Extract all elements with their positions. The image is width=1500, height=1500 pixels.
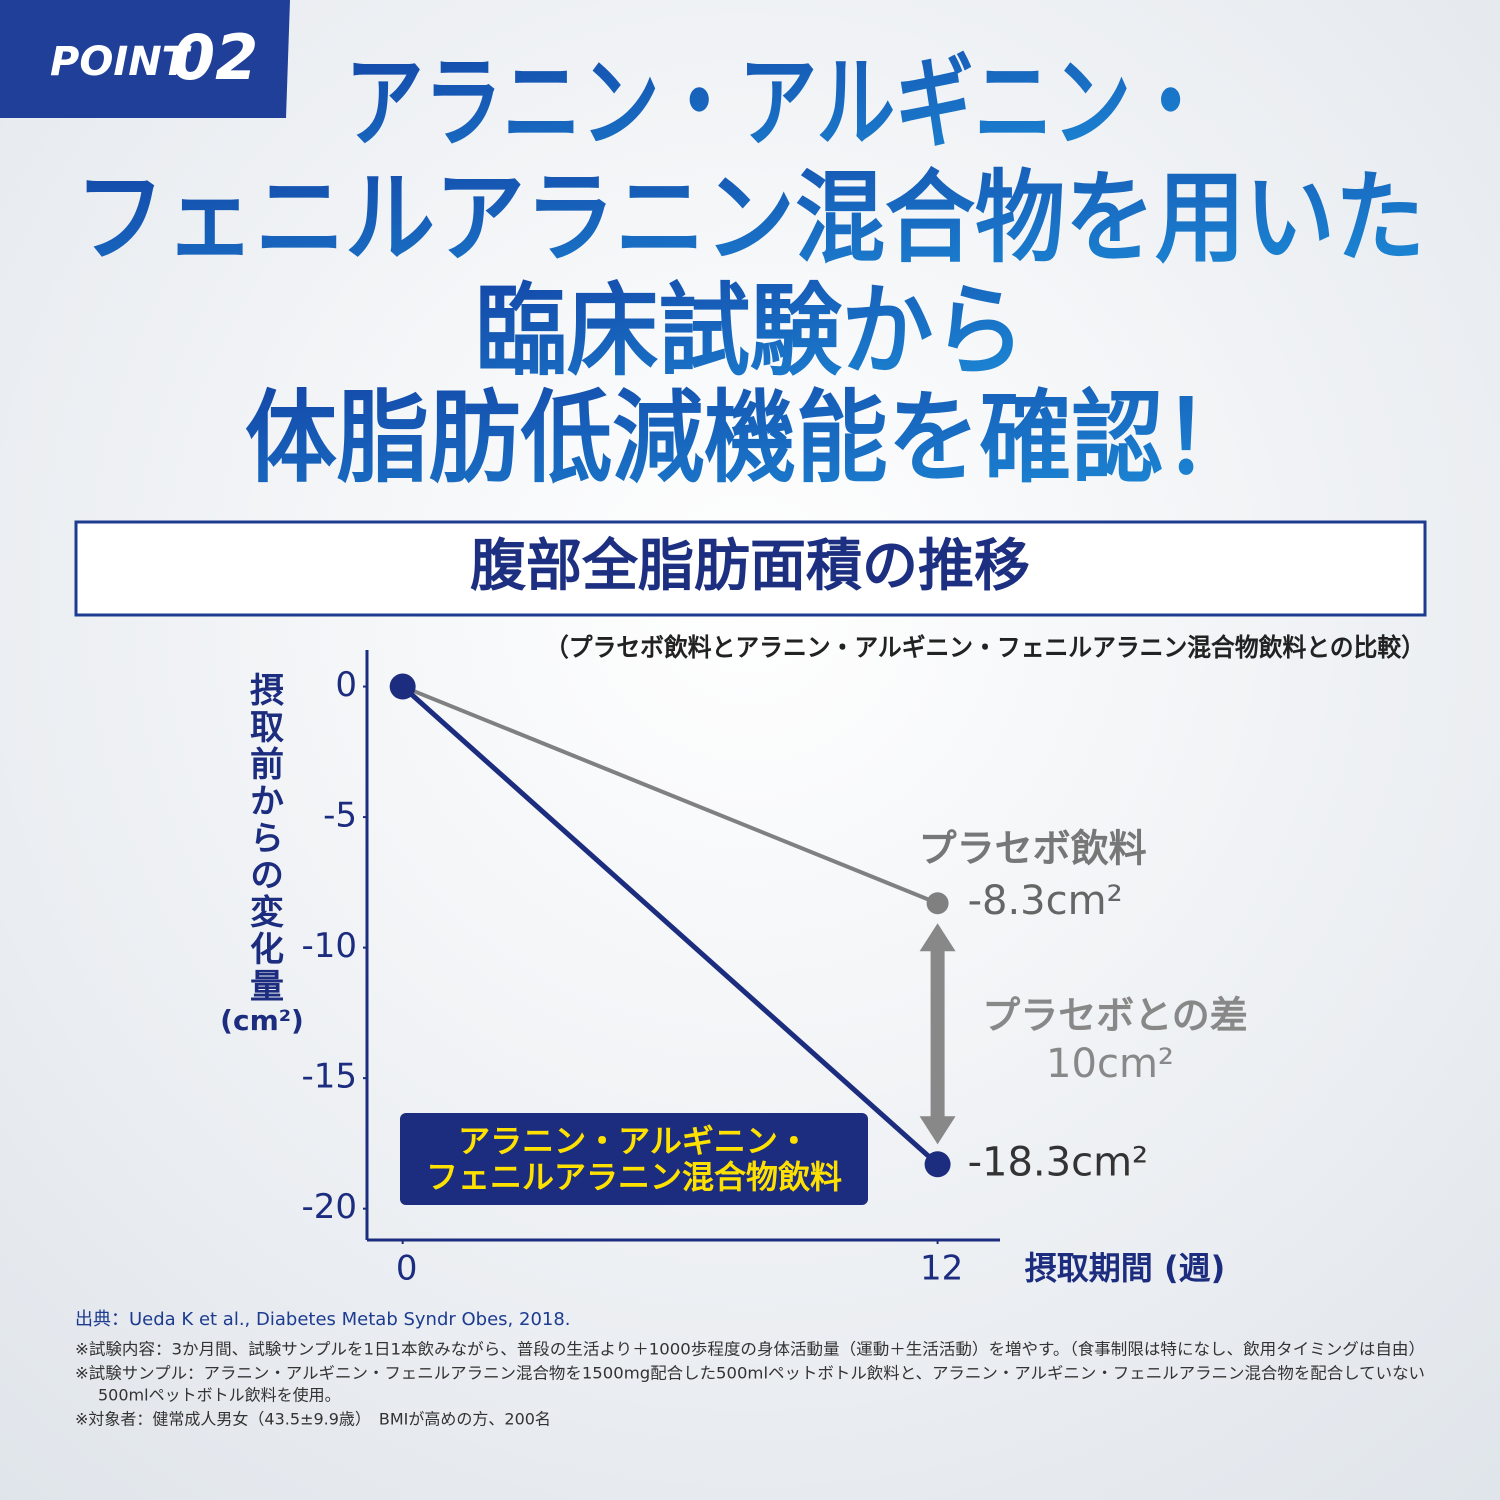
headline-line: フェニルアラニン混合物を用いた [75,159,1425,276]
series-label: アラニン・アルギニン・フェニルアラニン混合物飲料 [426,1122,842,1196]
difference-label: プラセボとの差 [982,994,1248,1038]
source: 出典：Ueda K et al., Diabetes Metab Syndr O… [75,1309,571,1330]
headline-line: 体脂肪低減機能を確認！ [245,379,1255,496]
data-point [389,673,416,700]
y-tick-label: -10 [301,926,357,966]
chart: 0 -5 -10 -15 -20 0 12 摂取前からの変化量(cm²) 摂取期間 (週) -8.… [220,650,1248,1289]
y-axis-label: 摂取前からの変化量 [244,672,284,1005]
y-tick-label: -15 [301,1057,357,1097]
y-axis-unit: (cm²) [220,1004,304,1037]
difference-value: 10cm² [1046,1041,1174,1087]
value-label: -8.3cm² [968,878,1123,924]
box-title: 腹部全脂肪面積の推移 [470,534,1030,599]
note: ※試験内容：3か月間、試験サンプルを1日1本飲みながら、普段の生活より＋1000… [75,1340,1425,1359]
subtitle: （プラセボ飲料とアラニン・アルギニン・フェニルアラニン混合物飲料との比較） [545,633,1425,662]
headline-line: 臨床試験から [475,272,1025,389]
x-tick-label: 12 [920,1249,963,1289]
headline-line: アラニン・アルギニン・ [345,44,1210,161]
y-tick-label: -20 [301,1187,357,1227]
badge [0,0,290,118]
data-point [926,892,949,915]
title-box [74,520,1427,617]
badge-label: POINT [50,39,192,85]
series-label: プラセボ飲料 [919,827,1147,871]
badge-number: 02 [172,21,258,94]
series-line [400,684,940,1167]
headline: アラニン・アルギニン・フェニルアラニン混合物を用いた臨床試験から体脂肪低減機能を… [75,44,1425,496]
y-tick-label: 0 [335,665,357,705]
note: ※対象者：健常成人男女（43.5±9.9歳） BMIが高めの方、200名 [75,1410,551,1429]
x-tick-label: 0 [396,1249,418,1289]
note: ※試験サンプル：アラニン・アルギニン・フェニルアラニン混合物を1500mg配合し… [75,1364,1425,1383]
data-point [924,1151,951,1178]
legend-box [400,1113,868,1205]
notes: ※試験内容：3か月間、試験サンプルを1日1本飲みながら、普段の生活より＋1000… [75,1340,1425,1429]
y-tick-label: -5 [323,796,357,836]
series-line [401,684,939,906]
x-axis-label: 摂取期間 (週) [1025,1249,1225,1287]
note: 500mlペットボトル飲料を使用。 [98,1386,341,1405]
difference-arrow [919,923,956,1145]
value-label: -18.3cm² [968,1139,1149,1185]
